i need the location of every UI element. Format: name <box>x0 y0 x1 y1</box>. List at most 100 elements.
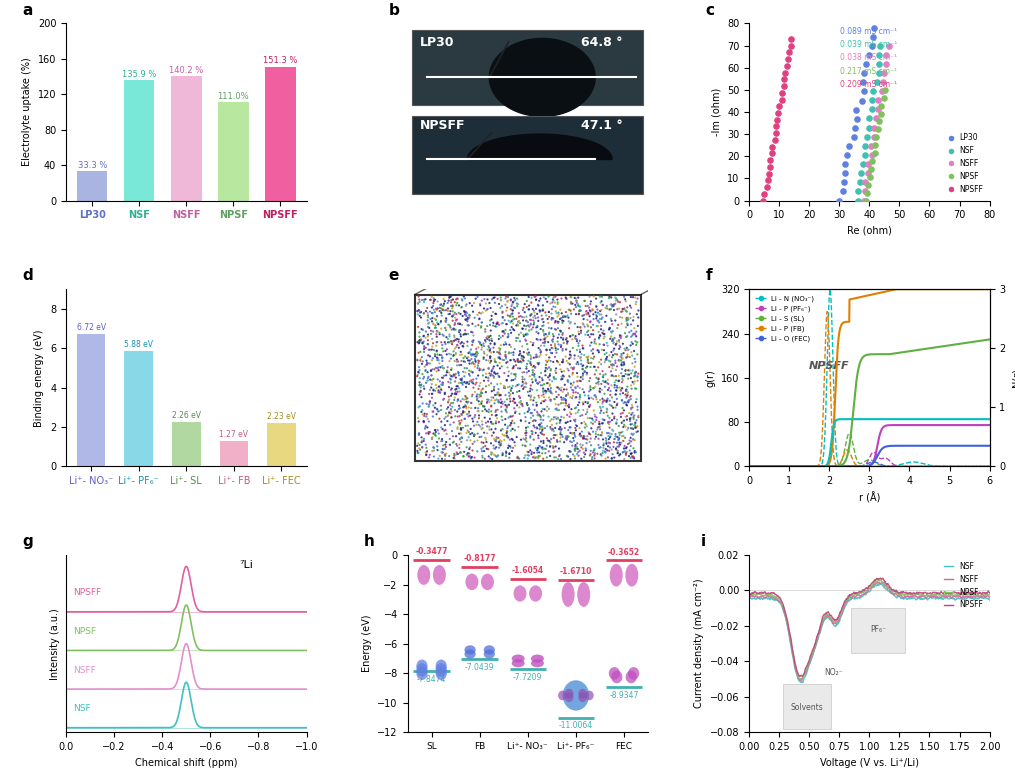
Point <box>621 434 637 446</box>
Point <box>619 380 635 393</box>
Point <box>491 371 508 383</box>
Point <box>605 344 621 357</box>
Point <box>530 407 546 420</box>
Point <box>559 430 576 442</box>
Point <box>607 354 623 367</box>
Point <box>488 320 504 333</box>
Text: NPSFF: NPSFF <box>73 588 102 597</box>
Point <box>525 311 541 323</box>
Point <box>434 304 451 316</box>
Point <box>443 368 459 381</box>
Point <box>523 353 539 365</box>
Point <box>545 423 561 435</box>
Point <box>552 324 568 337</box>
Point <box>590 361 606 374</box>
Point <box>449 299 465 312</box>
Point <box>412 306 428 319</box>
Point <box>836 176 853 189</box>
Ellipse shape <box>465 650 476 658</box>
Point <box>615 397 631 410</box>
Point <box>448 388 464 400</box>
Point <box>578 418 594 431</box>
Point <box>433 415 450 428</box>
Point <box>615 347 631 359</box>
Point <box>527 361 543 373</box>
Point <box>504 297 521 309</box>
Point <box>458 381 474 393</box>
Point <box>520 343 536 355</box>
Ellipse shape <box>465 645 476 654</box>
Point <box>448 314 464 326</box>
Point <box>519 358 535 370</box>
Point <box>585 414 601 427</box>
Point <box>515 314 531 326</box>
Legend: NSF, NSFF, NPSF, NPSFF: NSF, NSFF, NPSF, NPSFF <box>941 559 986 612</box>
Point <box>508 368 524 381</box>
Point <box>480 372 496 385</box>
Point <box>599 354 615 366</box>
Point <box>482 369 498 382</box>
Point <box>547 323 563 335</box>
Point <box>626 452 642 464</box>
Point <box>567 440 584 453</box>
Point <box>546 373 562 386</box>
Point <box>621 368 637 381</box>
Point <box>553 391 569 404</box>
Point <box>610 447 626 460</box>
Point <box>501 447 518 460</box>
Point <box>601 361 617 373</box>
Point <box>562 345 579 358</box>
Point <box>596 394 612 407</box>
Y-axis label: Electrolyte uptake (%): Electrolyte uptake (%) <box>22 58 32 167</box>
Point <box>462 309 478 322</box>
Point <box>606 432 622 445</box>
Ellipse shape <box>561 582 574 607</box>
Point <box>537 333 553 346</box>
Point <box>504 442 521 454</box>
Point <box>558 344 574 356</box>
Point <box>585 319 601 331</box>
Point <box>418 376 434 389</box>
Point <box>487 320 503 333</box>
Point <box>585 347 601 360</box>
Point <box>431 386 448 398</box>
Point <box>522 439 538 451</box>
Point <box>435 293 452 305</box>
Point <box>603 298 619 311</box>
Point <box>605 358 621 371</box>
Point <box>518 334 534 347</box>
Point <box>596 375 612 388</box>
Point <box>484 453 500 465</box>
Text: d: d <box>22 268 33 284</box>
Point <box>452 348 468 361</box>
Point <box>616 453 632 465</box>
Text: c: c <box>705 2 715 17</box>
Point <box>600 427 616 439</box>
Point <box>447 369 463 382</box>
Point <box>504 317 521 330</box>
Point <box>590 428 606 441</box>
Point <box>469 361 485 374</box>
Point <box>603 326 619 338</box>
Point <box>414 294 430 306</box>
Point <box>603 379 619 392</box>
Point <box>443 373 459 386</box>
Point <box>443 291 459 303</box>
Point <box>433 349 450 361</box>
Point <box>464 358 480 370</box>
Point <box>609 303 625 315</box>
Point <box>459 408 475 421</box>
Point <box>611 436 627 449</box>
Point <box>629 400 646 413</box>
Point <box>419 357 435 369</box>
Point <box>558 397 574 410</box>
Point <box>504 304 521 316</box>
Point <box>526 419 542 432</box>
Point <box>498 446 515 459</box>
Point <box>451 367 467 379</box>
Point <box>566 449 583 462</box>
Point <box>478 305 494 317</box>
Point <box>457 375 473 388</box>
Point <box>571 391 588 404</box>
Point <box>479 293 495 305</box>
